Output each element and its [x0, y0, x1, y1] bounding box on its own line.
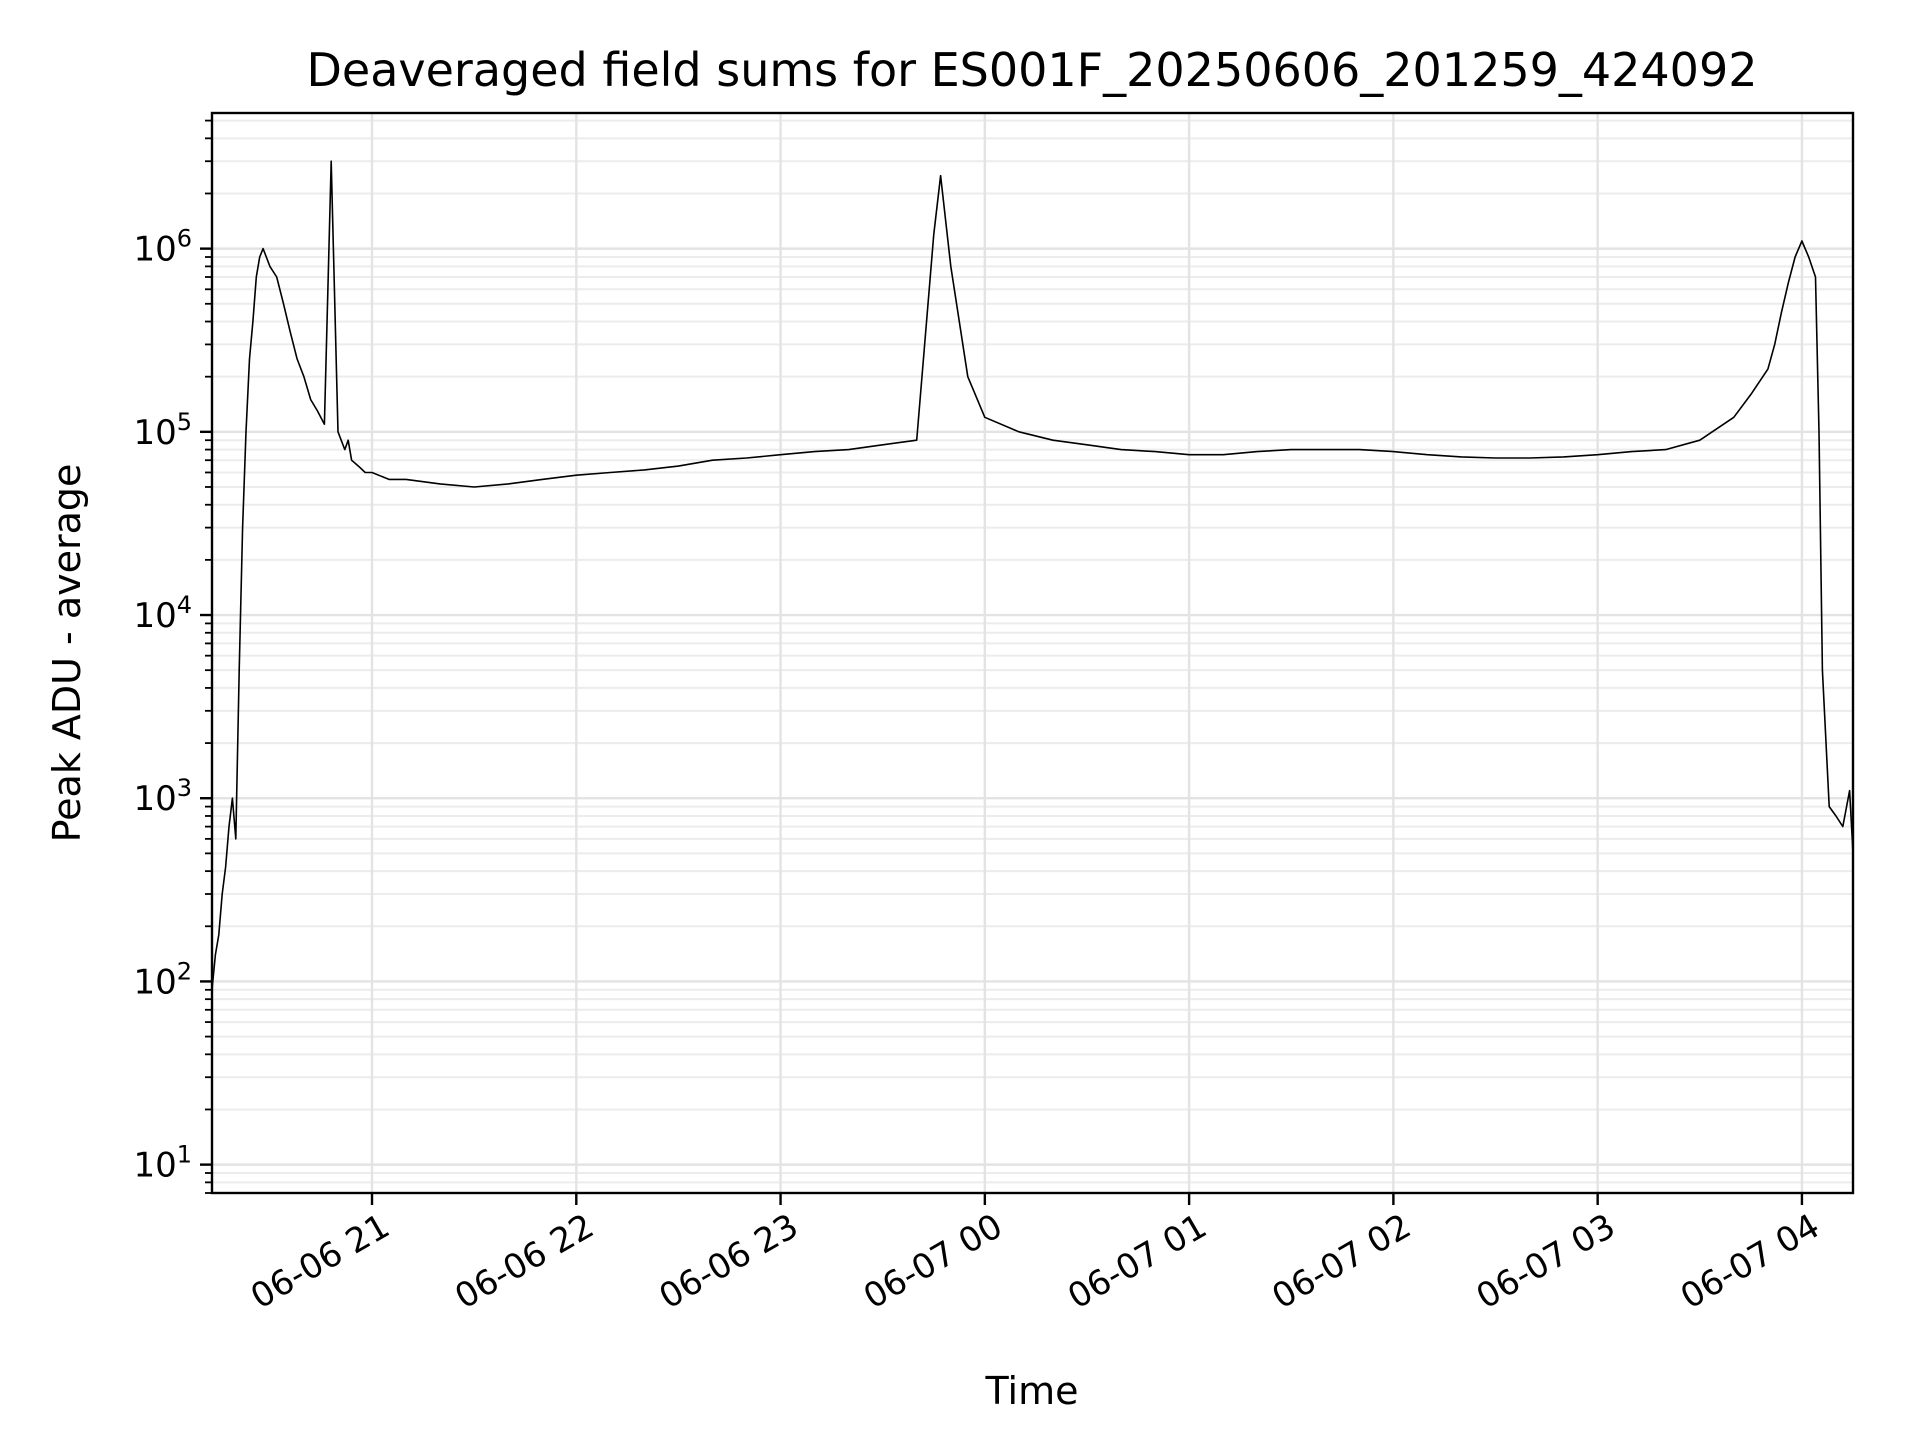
plot-frame — [210, 111, 1855, 1195]
x-tick-label: 06-06 23 — [653, 1206, 805, 1317]
y-tick-exponent: 5 — [177, 408, 192, 436]
y-tick-base: 10 — [133, 230, 176, 270]
y-tick-base: 10 — [133, 596, 176, 636]
y-tick-base: 10 — [133, 779, 176, 819]
y-tick-exponent: 6 — [177, 225, 192, 253]
y-axis-label: Peak ADU - average — [45, 464, 89, 843]
series-line — [211, 160, 1854, 990]
y-tick-exponent: 2 — [177, 957, 192, 985]
y-tick-label: 106 — [133, 225, 192, 270]
grid — [212, 113, 1853, 1194]
y-tick-label: 102 — [133, 957, 192, 1002]
y-tick-label: 104 — [133, 591, 192, 636]
x-tick-label: 06-06 22 — [448, 1206, 600, 1317]
x-tick-label: 06-07 01 — [1061, 1206, 1213, 1317]
y-tick-base: 10 — [133, 1146, 176, 1186]
y-tick-label: 105 — [133, 408, 192, 453]
y-tick-exponent: 1 — [177, 1141, 192, 1169]
x-tick-label: 06-06 21 — [244, 1206, 396, 1317]
x-tick-label: 06-07 03 — [1470, 1206, 1622, 1317]
y-tick-base: 10 — [133, 413, 176, 453]
data-series — [211, 160, 1854, 990]
y-tick-exponent: 4 — [177, 591, 192, 619]
y-tick-label: 101 — [133, 1141, 192, 1186]
x-tick-label: 06-07 04 — [1674, 1206, 1826, 1317]
x-axis-label: Time — [985, 1369, 1079, 1413]
x-tick-label: 06-07 00 — [857, 1206, 1009, 1317]
y-tick-label: 103 — [133, 774, 192, 819]
y-tick-base: 10 — [133, 962, 176, 1002]
y-tick-exponent: 3 — [177, 774, 192, 802]
chart-title: Deaveraged field sums for ES001F_2025060… — [307, 43, 1758, 97]
x-tick-label: 06-07 02 — [1265, 1206, 1417, 1317]
